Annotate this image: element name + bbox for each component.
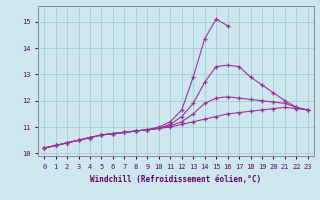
X-axis label: Windchill (Refroidissement éolien,°C): Windchill (Refroidissement éolien,°C) xyxy=(91,175,261,184)
